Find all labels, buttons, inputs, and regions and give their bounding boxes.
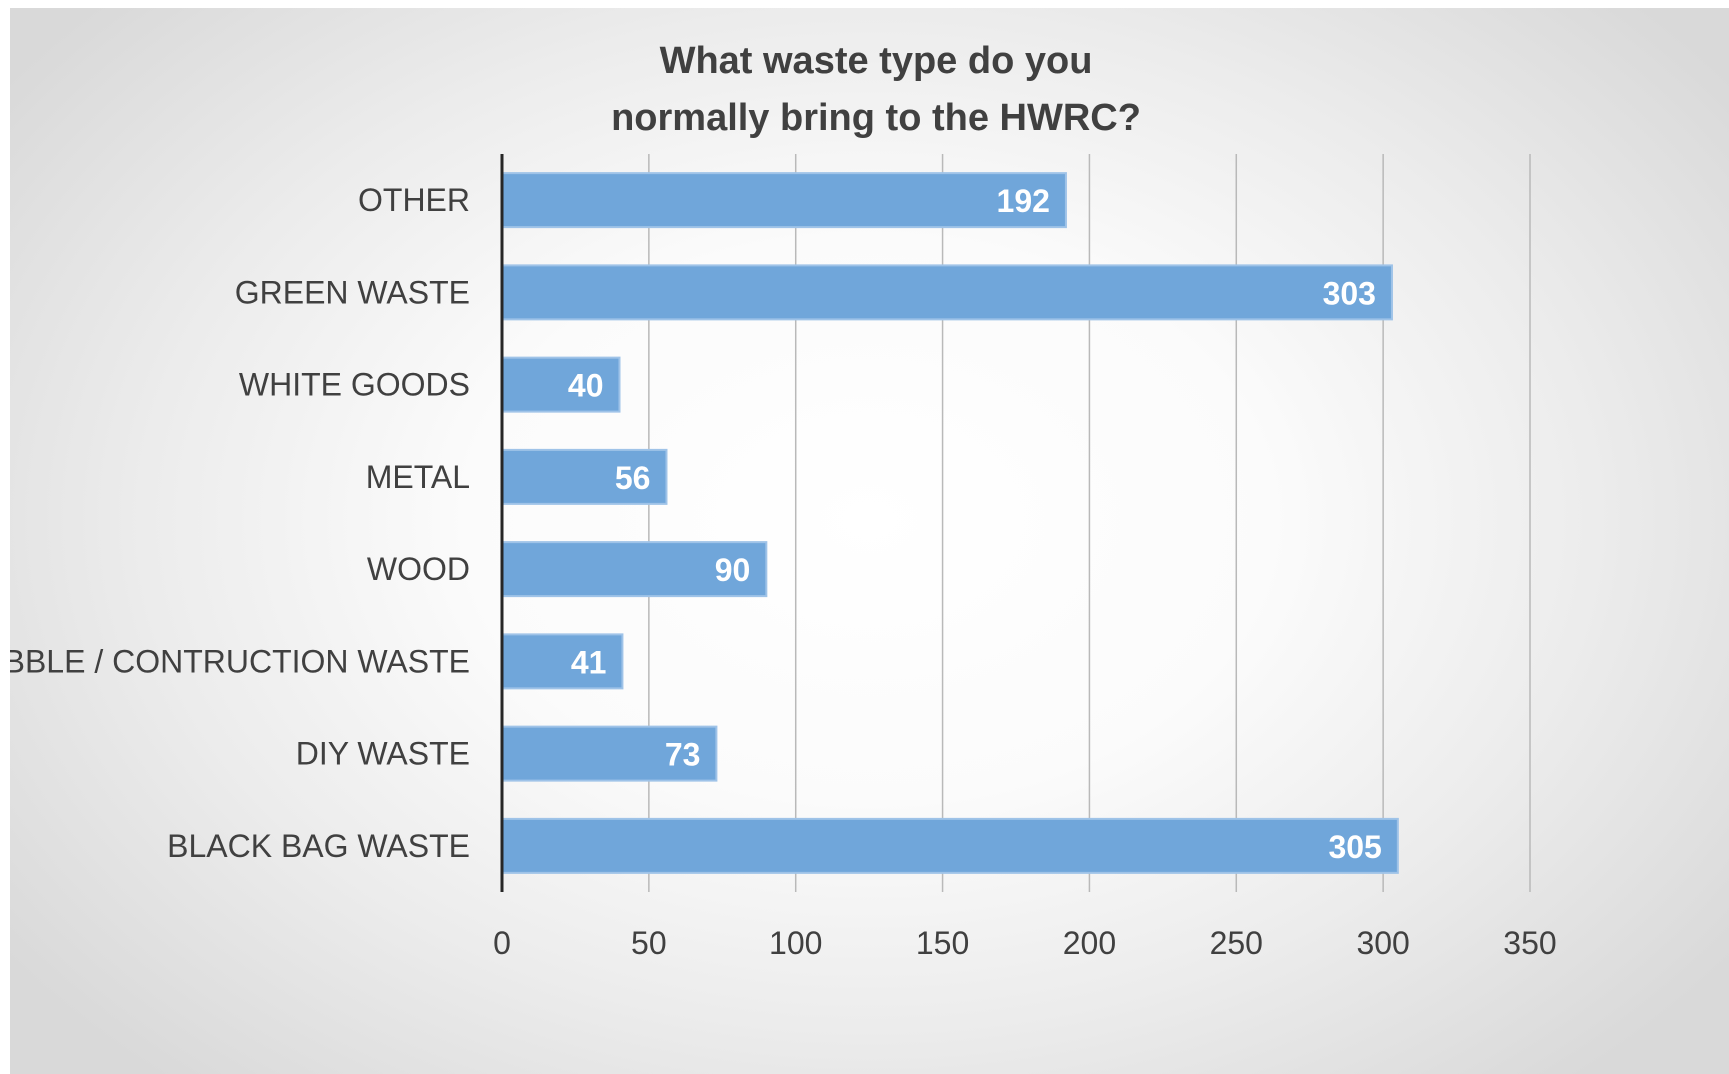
bar-chart: What waste type do you normally bring to… [10,40,1557,961]
labels: 0 50 100 150 200 250 300 350 OTHER 192 GREEN WASTE… [10,182,1557,961]
category-label: RUBBLE / CONTRUCTION WASTE [10,643,470,679]
data-label: 41 [571,644,607,680]
bar [501,172,1067,229]
category-label: WOOD [367,551,470,587]
bar [501,725,718,782]
category-label: METAL [366,459,470,495]
category-label: DIY WASTE [296,736,470,772]
bar [501,817,1399,874]
category-label: OTHER [358,182,470,218]
data-label: 305 [1328,829,1381,865]
x-tick-label: 100 [769,925,822,961]
data-label: 40 [568,368,604,404]
bars [501,172,1399,874]
data-label: 90 [715,552,751,588]
chart-title-line-1: What waste type do you [660,40,1093,82]
x-tick-label: 200 [1063,925,1116,961]
x-tick-label: 300 [1356,925,1409,961]
x-tick-label: 50 [631,925,667,961]
data-label: 56 [615,460,651,496]
bar [501,541,768,598]
x-tick-label: 150 [916,925,969,961]
bar [501,264,1393,321]
category-label: BLACK BAG WASTE [167,828,470,864]
chart-title: What waste type do you normally bring to… [611,40,1141,139]
category-label: WHITE GOODS [239,367,470,403]
x-tick-label: 0 [493,925,511,961]
bar [501,448,668,505]
data-label: 73 [665,737,701,773]
x-tick-label: 350 [1503,925,1556,961]
data-label: 192 [997,183,1050,219]
data-label: 303 [1323,275,1376,311]
chart-title-line-2: normally bring to the HWRC? [611,97,1141,139]
x-tick-label: 250 [1210,925,1263,961]
category-label: GREEN WASTE [235,274,470,310]
chart-area: What waste type do you normally bring to… [10,8,1729,1074]
